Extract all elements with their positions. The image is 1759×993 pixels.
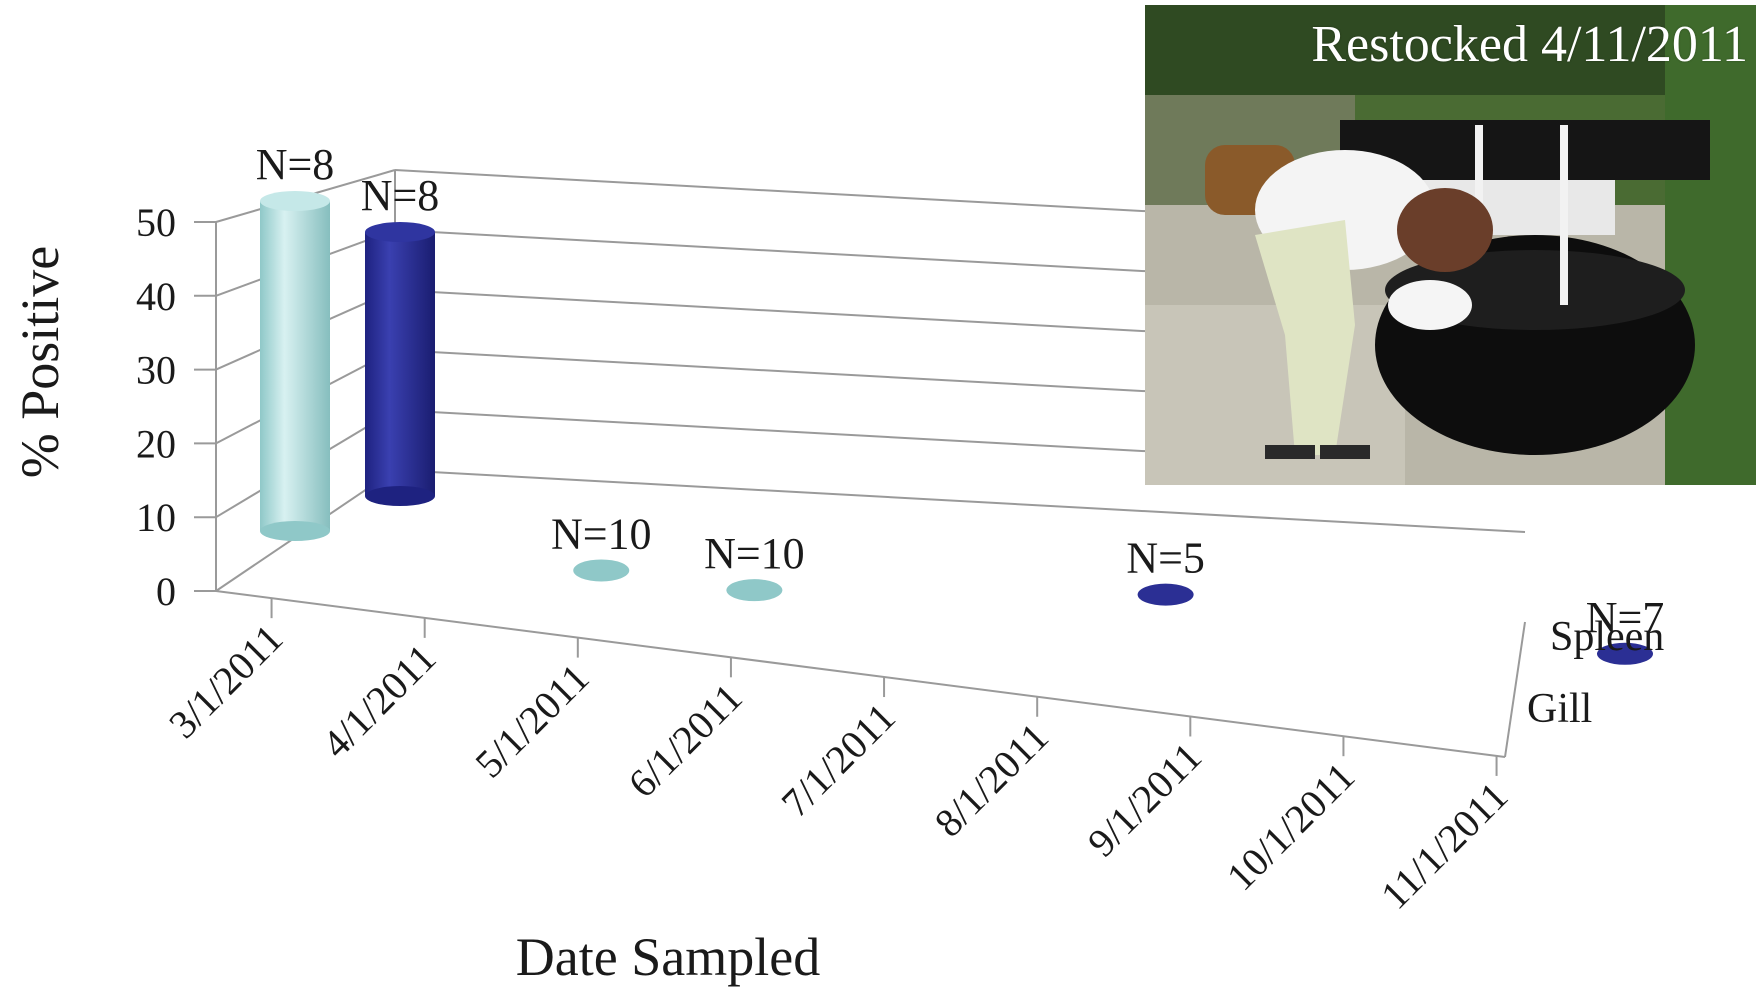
- back-gridline: [394, 469, 1526, 533]
- n-label: N=5: [1126, 534, 1205, 583]
- bar-body: [260, 201, 330, 532]
- x-tick-label: 11/1/2011: [1372, 773, 1516, 917]
- series-label-gill: Gill: [1527, 686, 1592, 732]
- x-axis-line: [215, 590, 1506, 758]
- y-tick-label: 20: [136, 421, 176, 466]
- x-tick-label: 4/1/2011: [313, 635, 444, 766]
- x-tick-label: 9/1/2011: [1079, 734, 1210, 865]
- spleen-bar: [1137, 583, 1194, 606]
- photo-inset: Restocked 4/11/2011: [1145, 5, 1756, 485]
- photo-illustration: [1145, 5, 1756, 485]
- gill-bar: [726, 579, 783, 602]
- n-label: N=7: [1586, 593, 1665, 642]
- x-tick-label: 7/1/2011: [773, 694, 904, 825]
- y-tick-label: 30: [136, 348, 176, 393]
- gill-bar: [573, 559, 630, 582]
- y-tick-label: 50: [136, 200, 176, 245]
- bar-zero-disc: [726, 579, 783, 602]
- y-tick-label: 40: [136, 274, 176, 319]
- x-tick-label: 5/1/2011: [466, 655, 597, 786]
- gill-bar: [260, 191, 330, 542]
- bar-top: [365, 222, 435, 243]
- depth-axis-line: [1504, 621, 1526, 758]
- x-tick-label: 3/1/2011: [160, 616, 291, 747]
- n-label: N=10: [704, 529, 805, 578]
- n-label: N=8: [256, 140, 335, 189]
- x-tick-label: 6/1/2011: [619, 675, 750, 806]
- chart-marks: [260, 191, 1653, 665]
- spleen-bar: [365, 222, 435, 507]
- bar-body: [365, 232, 435, 497]
- series-label-spleen: Spleen: [1550, 614, 1664, 660]
- y-tick-label: 0: [156, 569, 176, 614]
- x-tick-label: 8/1/2011: [926, 714, 1057, 845]
- spleen-bar: [1597, 642, 1653, 665]
- x-axis-title: Date Sampled: [516, 927, 820, 987]
- bar-zero-disc: [1137, 583, 1194, 606]
- bar-zero-disc: [1597, 642, 1653, 665]
- y-axis-title: % Positive: [10, 246, 70, 479]
- photo-caption: Restocked 4/11/2011: [1311, 16, 1748, 73]
- bar-base: [260, 521, 330, 542]
- bar-base: [365, 486, 435, 507]
- n-label: N=8: [361, 171, 440, 220]
- n-label: N=10: [551, 509, 652, 558]
- bar-top: [260, 191, 330, 212]
- bar-zero-disc: [573, 559, 630, 582]
- y-tick-label: 10: [136, 495, 176, 540]
- x-tick-label: 10/1/2011: [1218, 754, 1363, 899]
